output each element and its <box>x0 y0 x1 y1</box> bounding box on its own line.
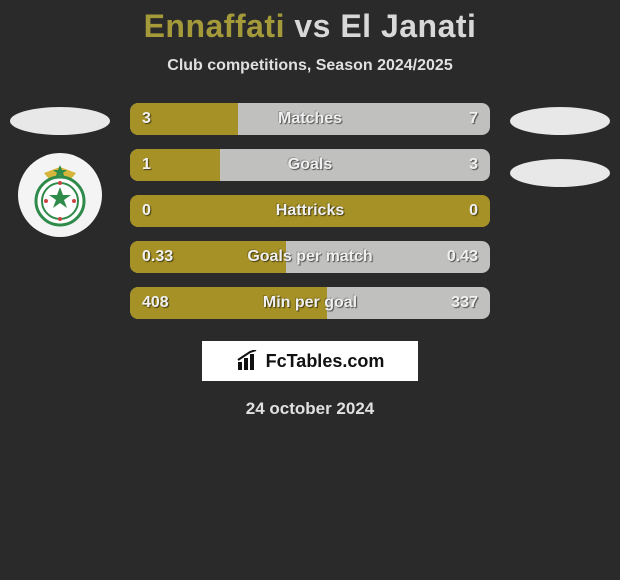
comparison-row: 3 7 Matches 1 3 Goals 0 0 Hattricks 0.33 0.43 Goals… <box>0 103 620 319</box>
subtitle: Club competitions, Season 2024/2025 <box>0 57 620 75</box>
stats-column: 3 7 Matches 1 3 Goals 0 0 Hattricks 0.33 0.43 Goals… <box>130 103 490 319</box>
stat-bar: 0 0 Hattricks <box>130 195 490 227</box>
stat-value-left: 0.33 <box>142 248 173 266</box>
title-player2: El Janati <box>340 8 476 44</box>
left-side-col <box>10 103 110 237</box>
left-oval-1 <box>10 107 110 135</box>
stat-value-left: 408 <box>142 294 169 312</box>
stat-bar: 1 3 Goals <box>130 149 490 181</box>
stat-value-left: 3 <box>142 110 151 128</box>
stat-label: Goals per match <box>247 248 372 266</box>
right-oval-2 <box>510 159 610 187</box>
club-crest-icon <box>24 159 96 231</box>
brand-name: FcTables.com <box>266 351 385 372</box>
footer-date: 24 october 2024 <box>0 399 620 419</box>
stat-bar: 3 7 Matches <box>130 103 490 135</box>
club-badge-left <box>18 153 102 237</box>
stat-label: Matches <box>278 110 342 128</box>
stat-label: Min per goal <box>263 294 357 312</box>
stat-value-right: 7 <box>469 110 478 128</box>
stat-bar: 0.33 0.43 Goals per match <box>130 241 490 273</box>
stat-label: Goals <box>288 156 332 174</box>
stat-value-right: 3 <box>469 156 478 174</box>
right-oval-1 <box>510 107 610 135</box>
stat-bar: 408 337 Min per goal <box>130 287 490 319</box>
title-vs: vs <box>294 8 331 44</box>
bar-chart-icon <box>236 350 260 372</box>
brand-logo-box: FcTables.com <box>202 341 418 381</box>
stat-value-right: 337 <box>451 294 478 312</box>
title-player1: Ennaffati <box>144 8 285 44</box>
right-side-col <box>510 103 610 187</box>
stat-value-right: 0.43 <box>447 248 478 266</box>
stat-value-left: 1 <box>142 156 151 174</box>
stat-value-right: 0 <box>469 202 478 220</box>
stat-value-left: 0 <box>142 202 151 220</box>
page-title: Ennaffati vs El Janati <box>0 8 620 45</box>
stat-label: Hattricks <box>276 202 344 220</box>
